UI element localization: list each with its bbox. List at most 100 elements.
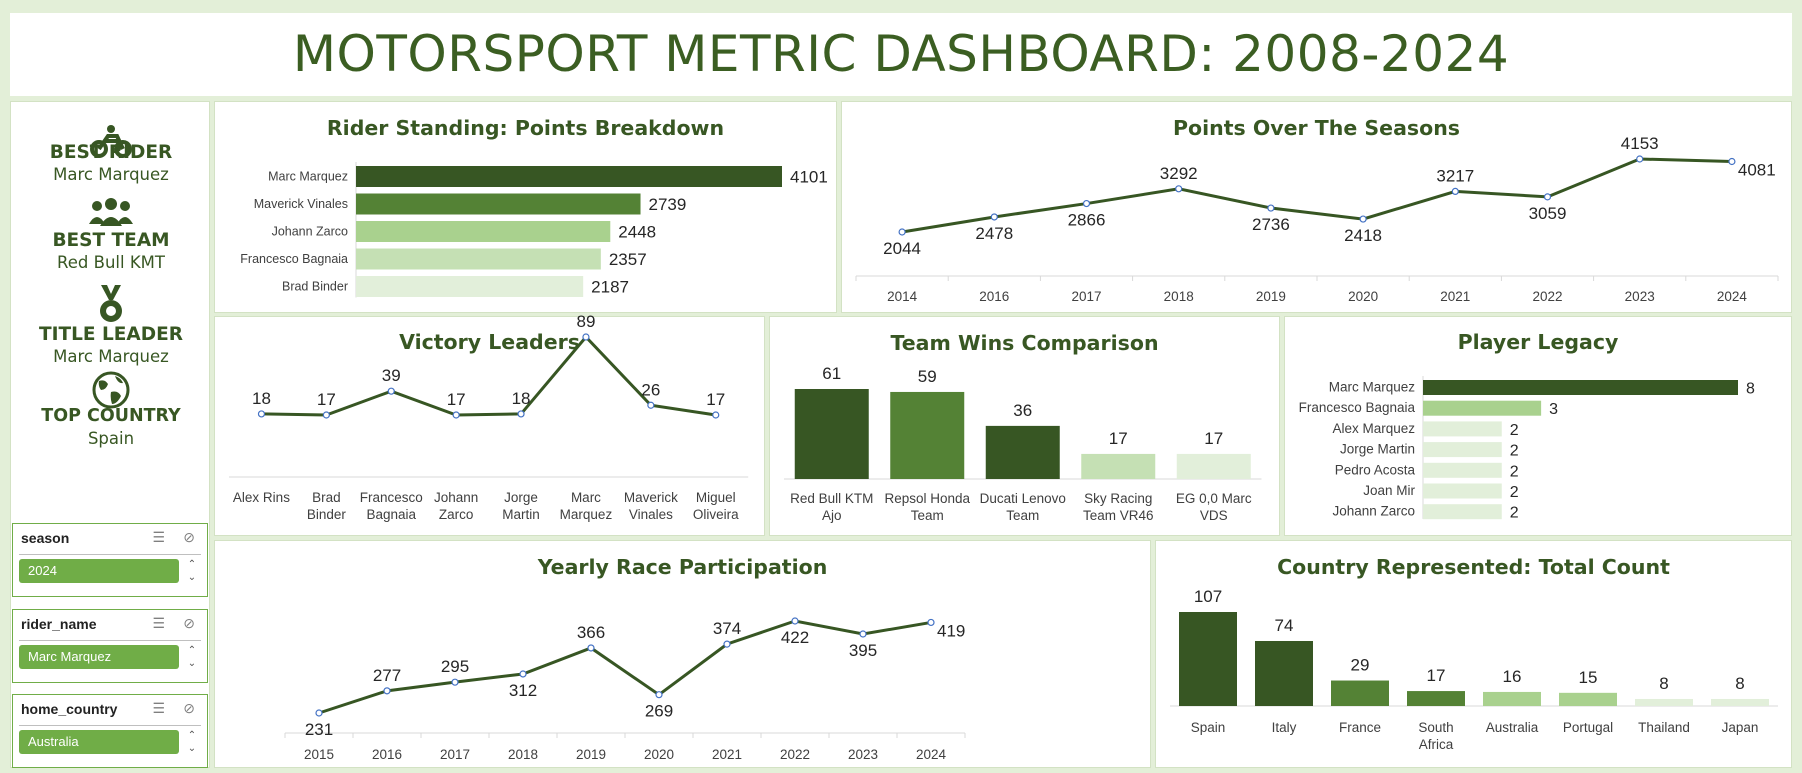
data-point xyxy=(990,213,998,221)
category-label: 2022 xyxy=(1532,289,1562,304)
slicer-item-selected[interactable]: 2024 xyxy=(19,559,179,583)
category-label: Francesco Bagnaia xyxy=(1299,400,1416,415)
bar xyxy=(356,276,584,297)
data-label: 419 xyxy=(937,621,965,640)
clear-filter-icon[interactable]: ⊘ xyxy=(183,529,195,545)
chart-svg: Marc Marquez 8 Francesco Bagnaia 3 Alex Marq… xyxy=(1299,376,1755,522)
slicer-home-country[interactable]: home_country ☰ ⊘ Australia ⌃ ⌄ xyxy=(12,694,208,768)
category-label: 2017 xyxy=(1071,289,1101,304)
bar xyxy=(1423,483,1502,499)
data-point xyxy=(387,387,395,395)
data-point xyxy=(927,618,935,627)
data-point xyxy=(791,617,799,625)
slicer-item-selected[interactable]: Marc Marquez xyxy=(19,645,179,669)
chart-title: Team Wins Comparison xyxy=(890,331,1159,355)
category-label: Portugal xyxy=(1563,720,1613,735)
data-label: 374 xyxy=(713,619,741,638)
data-label: 422 xyxy=(781,628,809,647)
category-label: 2021 xyxy=(712,747,742,762)
chart-title: Country Represented: Total Count xyxy=(1277,555,1670,579)
data-label: 18 xyxy=(512,389,531,408)
chart-svg: 61 Red Bull KTM Ajo 59 Repsol Honda Team 36 Duc… xyxy=(784,364,1262,523)
bar xyxy=(1423,400,1542,416)
category-label: Team xyxy=(911,508,944,523)
slicer-title: rider_name xyxy=(21,616,97,632)
data-point xyxy=(451,678,459,686)
scroll-arrows[interactable]: ⌃ ⌄ xyxy=(187,559,197,583)
category-label: Red Bull KTM xyxy=(790,491,873,506)
data-point xyxy=(859,630,867,638)
data-label: 15 xyxy=(1579,668,1598,687)
multi-select-icon[interactable]: ☰ xyxy=(152,700,165,716)
data-point xyxy=(723,640,731,648)
series-line xyxy=(261,334,716,417)
data-label: 8 xyxy=(1746,381,1755,398)
slicer-rider-name[interactable]: rider_name ☰ ⊘ Marc Marquez ⌃ ⌄ xyxy=(12,609,208,683)
data-label: 2 xyxy=(1510,463,1519,480)
category-label: Francesco Bagnaia xyxy=(240,252,348,266)
data-label: 39 xyxy=(382,366,401,385)
chart-title: Player Legacy xyxy=(1457,330,1619,354)
data-label: 231 xyxy=(305,720,333,739)
data-label: 2044 xyxy=(883,239,921,258)
category-label: Johann Zarco xyxy=(272,225,348,239)
clear-filter-icon[interactable]: ⊘ xyxy=(183,615,195,631)
category-label: France xyxy=(1339,720,1381,735)
slicer-title: season xyxy=(21,530,70,546)
scroll-arrows[interactable]: ⌃ ⌄ xyxy=(187,730,197,754)
bar xyxy=(1407,691,1465,706)
scroll-arrows[interactable]: ⌃ ⌄ xyxy=(187,645,197,669)
category-label: 2018 xyxy=(508,747,538,762)
category-label: 2020 xyxy=(1348,289,1378,304)
data-label: 2 xyxy=(1510,484,1519,501)
data-point xyxy=(1543,193,1552,201)
data-label: 74 xyxy=(1275,616,1294,635)
category-label: Africa xyxy=(1419,737,1454,752)
data-label: 277 xyxy=(373,666,401,685)
chart-title: Rider Standing: Points Breakdown xyxy=(326,116,725,140)
bar xyxy=(1423,462,1502,478)
category-label: 2020 xyxy=(644,747,674,762)
bar xyxy=(890,391,965,479)
data-label: 312 xyxy=(509,681,537,700)
category-label: 2014 xyxy=(887,289,918,304)
data-label: 4153 xyxy=(1621,134,1659,153)
motorcycle-icon xyxy=(1,124,221,163)
multi-select-icon[interactable]: ☰ xyxy=(152,529,165,545)
category-label: 2024 xyxy=(1717,289,1748,304)
bar xyxy=(1423,380,1738,395)
series-line xyxy=(901,157,1732,234)
chart-victory-leaders: Victory Leaders 18 Alex Rins 17 Brad Binder 3… xyxy=(214,312,765,536)
category-label: 2019 xyxy=(576,747,606,762)
category-label: 2023 xyxy=(848,747,878,762)
category-label: 2016 xyxy=(372,747,402,762)
bar xyxy=(1331,680,1389,706)
category-label: 2018 xyxy=(1164,289,1194,304)
data-label: 4101 xyxy=(790,168,828,187)
slicer-divider xyxy=(19,725,201,726)
category-label: Team VR46 xyxy=(1083,508,1154,523)
slicer-item-selected[interactable]: Australia xyxy=(19,730,179,754)
clear-filter-icon[interactable]: ⊘ xyxy=(183,700,195,716)
multi-select-icon[interactable]: ☰ xyxy=(152,615,165,631)
chart-svg: 107 Spain 74 Italy 29 France 17 South Africa 16 Au… xyxy=(1170,587,1778,752)
bar xyxy=(794,389,869,479)
slicer-title: home_country xyxy=(21,701,118,717)
team-icon xyxy=(1,198,221,233)
slicer-season[interactable]: season ☰ ⊘ 2024 ⌃ ⌄ xyxy=(12,523,208,597)
chart-title: Yearly Race Participation xyxy=(537,555,828,579)
category-label: Alex Rins xyxy=(233,490,290,505)
globe-icon xyxy=(1,370,221,415)
category-label: 2022 xyxy=(780,747,810,762)
category-label: EG 0,0 Marc xyxy=(1176,491,1252,506)
category-label: Miguel xyxy=(696,490,736,505)
data-label: 17 xyxy=(1204,429,1223,448)
data-label: 36 xyxy=(1013,401,1032,420)
category-label: Pedro Acosta xyxy=(1335,462,1416,477)
data-label: 295 xyxy=(441,657,469,676)
medal-icon xyxy=(1,284,221,329)
kpi-value: Spain xyxy=(87,429,135,448)
category-label: Maverick xyxy=(624,490,678,505)
data-label: 2736 xyxy=(1252,215,1290,234)
chart-team-wins: Team Wins Comparison 61 Red Bull KTM Ajo 59… xyxy=(769,316,1280,536)
